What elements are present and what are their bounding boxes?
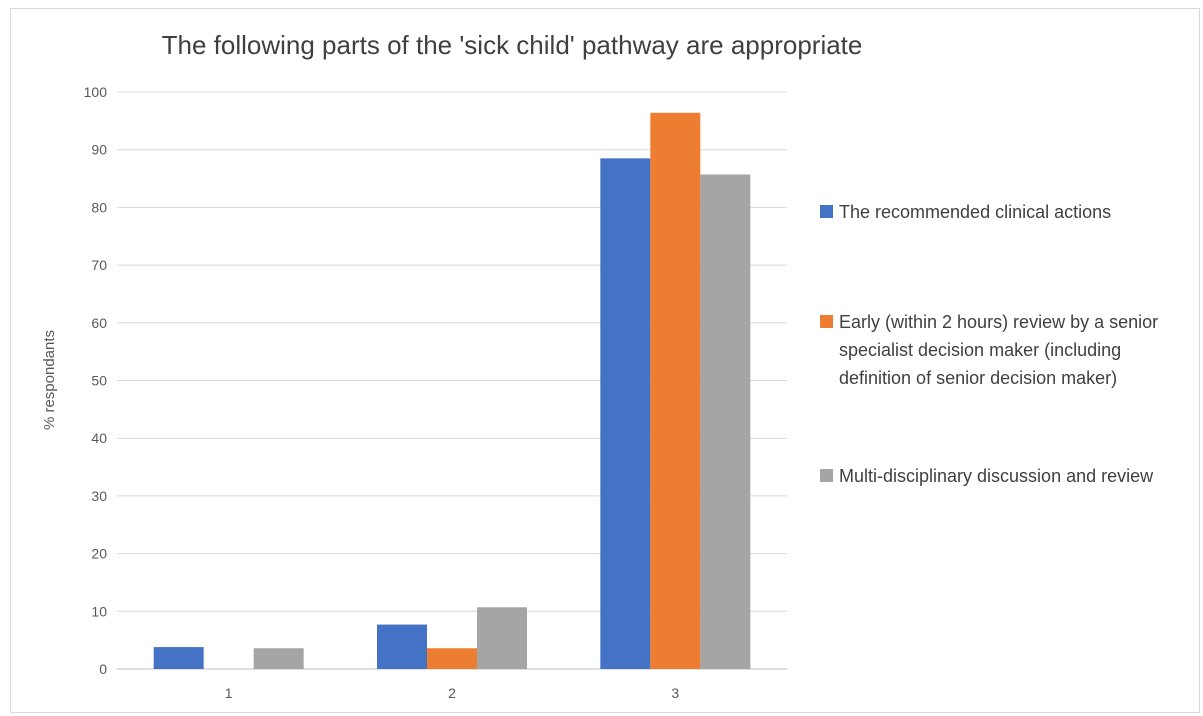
y-tick-label: 20 (91, 546, 107, 562)
legend-label: The recommended clinical actions (839, 202, 1112, 222)
chart-title: The following parts of the 'sick child' … (161, 30, 863, 60)
bar (153, 647, 204, 669)
y-tick-label: 30 (91, 488, 107, 504)
x-tick-label: 3 (671, 685, 679, 701)
bar (700, 174, 751, 670)
legend-swatch (820, 315, 833, 328)
x-tick-label: 1 (225, 685, 233, 701)
legend-item: The recommended clinical actions (820, 198, 1179, 226)
y-tick-label: 0 (99, 661, 107, 677)
y-tick-label: 80 (91, 199, 107, 215)
y-axis-title: % respondants (41, 330, 58, 430)
y-tick-label: 40 (91, 430, 107, 446)
bar (253, 648, 304, 669)
bar (650, 112, 701, 670)
legend-item: Early (within 2 hours) review by a senio… (820, 308, 1179, 392)
y-tick-label: 10 (91, 603, 107, 619)
y-tick-label: 100 (84, 84, 108, 100)
legend-swatch (820, 469, 833, 482)
x-tick-label: 2 (448, 685, 456, 701)
bar (477, 607, 527, 669)
legend-label: Early (within 2 hours) review by a senio… (839, 312, 1159, 388)
legend-swatch (820, 205, 833, 218)
y-tick-label: 90 (91, 142, 107, 158)
y-tick-label: 60 (91, 315, 107, 331)
y-tick-label: 50 (91, 373, 107, 389)
bar (600, 158, 651, 670)
bar (377, 624, 427, 669)
legend-item: Multi-disciplinary discussion and review (820, 462, 1179, 490)
y-tick-label: 70 (91, 257, 107, 273)
legend-label: Multi-disciplinary discussion and review (839, 466, 1154, 486)
bar (427, 648, 477, 669)
